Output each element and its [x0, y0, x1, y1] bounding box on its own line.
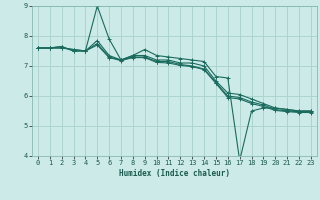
X-axis label: Humidex (Indice chaleur): Humidex (Indice chaleur) [119, 169, 230, 178]
